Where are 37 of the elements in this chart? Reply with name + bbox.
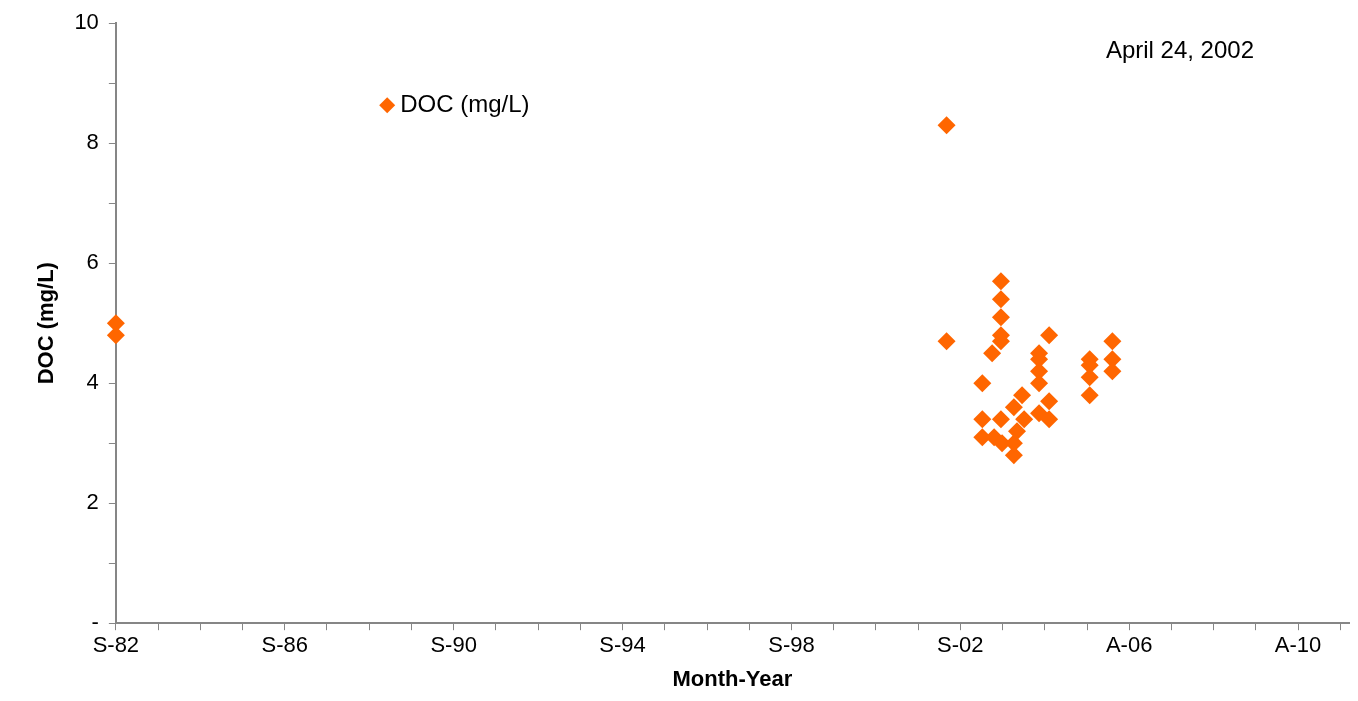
- x-tick-label: S-94: [599, 632, 646, 658]
- y-tick-label: 4: [86, 369, 99, 395]
- x-tick-label: S-82: [92, 632, 140, 658]
- point: [991, 290, 1010, 309]
- point: [991, 272, 1010, 291]
- point: [973, 374, 992, 393]
- point: [991, 308, 1010, 327]
- point: [1080, 386, 1099, 405]
- y-tick-label: 10: [74, 9, 99, 35]
- point: [973, 410, 992, 429]
- y-tick-label: -: [91, 609, 99, 635]
- y-tick-label: 8: [86, 129, 99, 155]
- annotation: April 24, 2002: [1105, 35, 1254, 63]
- x-tick-label: S-90: [430, 632, 477, 658]
- point: [1040, 326, 1059, 345]
- point: [1040, 410, 1059, 429]
- point: [937, 116, 956, 135]
- y-axis-title: DOC (mg/L): [33, 262, 59, 385]
- x-tick-label: S-02: [937, 632, 984, 658]
- point: [1030, 404, 1049, 423]
- x-axis-title: Month-Year: [672, 665, 793, 691]
- point: [1004, 398, 1023, 417]
- point: [1007, 422, 1026, 441]
- point: [1040, 392, 1059, 411]
- point: [991, 410, 1010, 429]
- point: [1013, 386, 1032, 405]
- x-tick-label: S-86: [261, 632, 309, 658]
- y-tick-label: 2: [86, 489, 99, 515]
- x-tick-label: S-98: [768, 632, 815, 658]
- x-tick-label: A-06: [1105, 632, 1153, 658]
- point: [1015, 410, 1034, 429]
- point: [937, 332, 956, 351]
- point: [1103, 332, 1122, 351]
- point: [983, 344, 1002, 363]
- x-tick-label: A-10: [1274, 632, 1322, 658]
- y-tick-label: 6: [86, 249, 99, 275]
- legend-label: DOC (mg/L): [400, 89, 530, 117]
